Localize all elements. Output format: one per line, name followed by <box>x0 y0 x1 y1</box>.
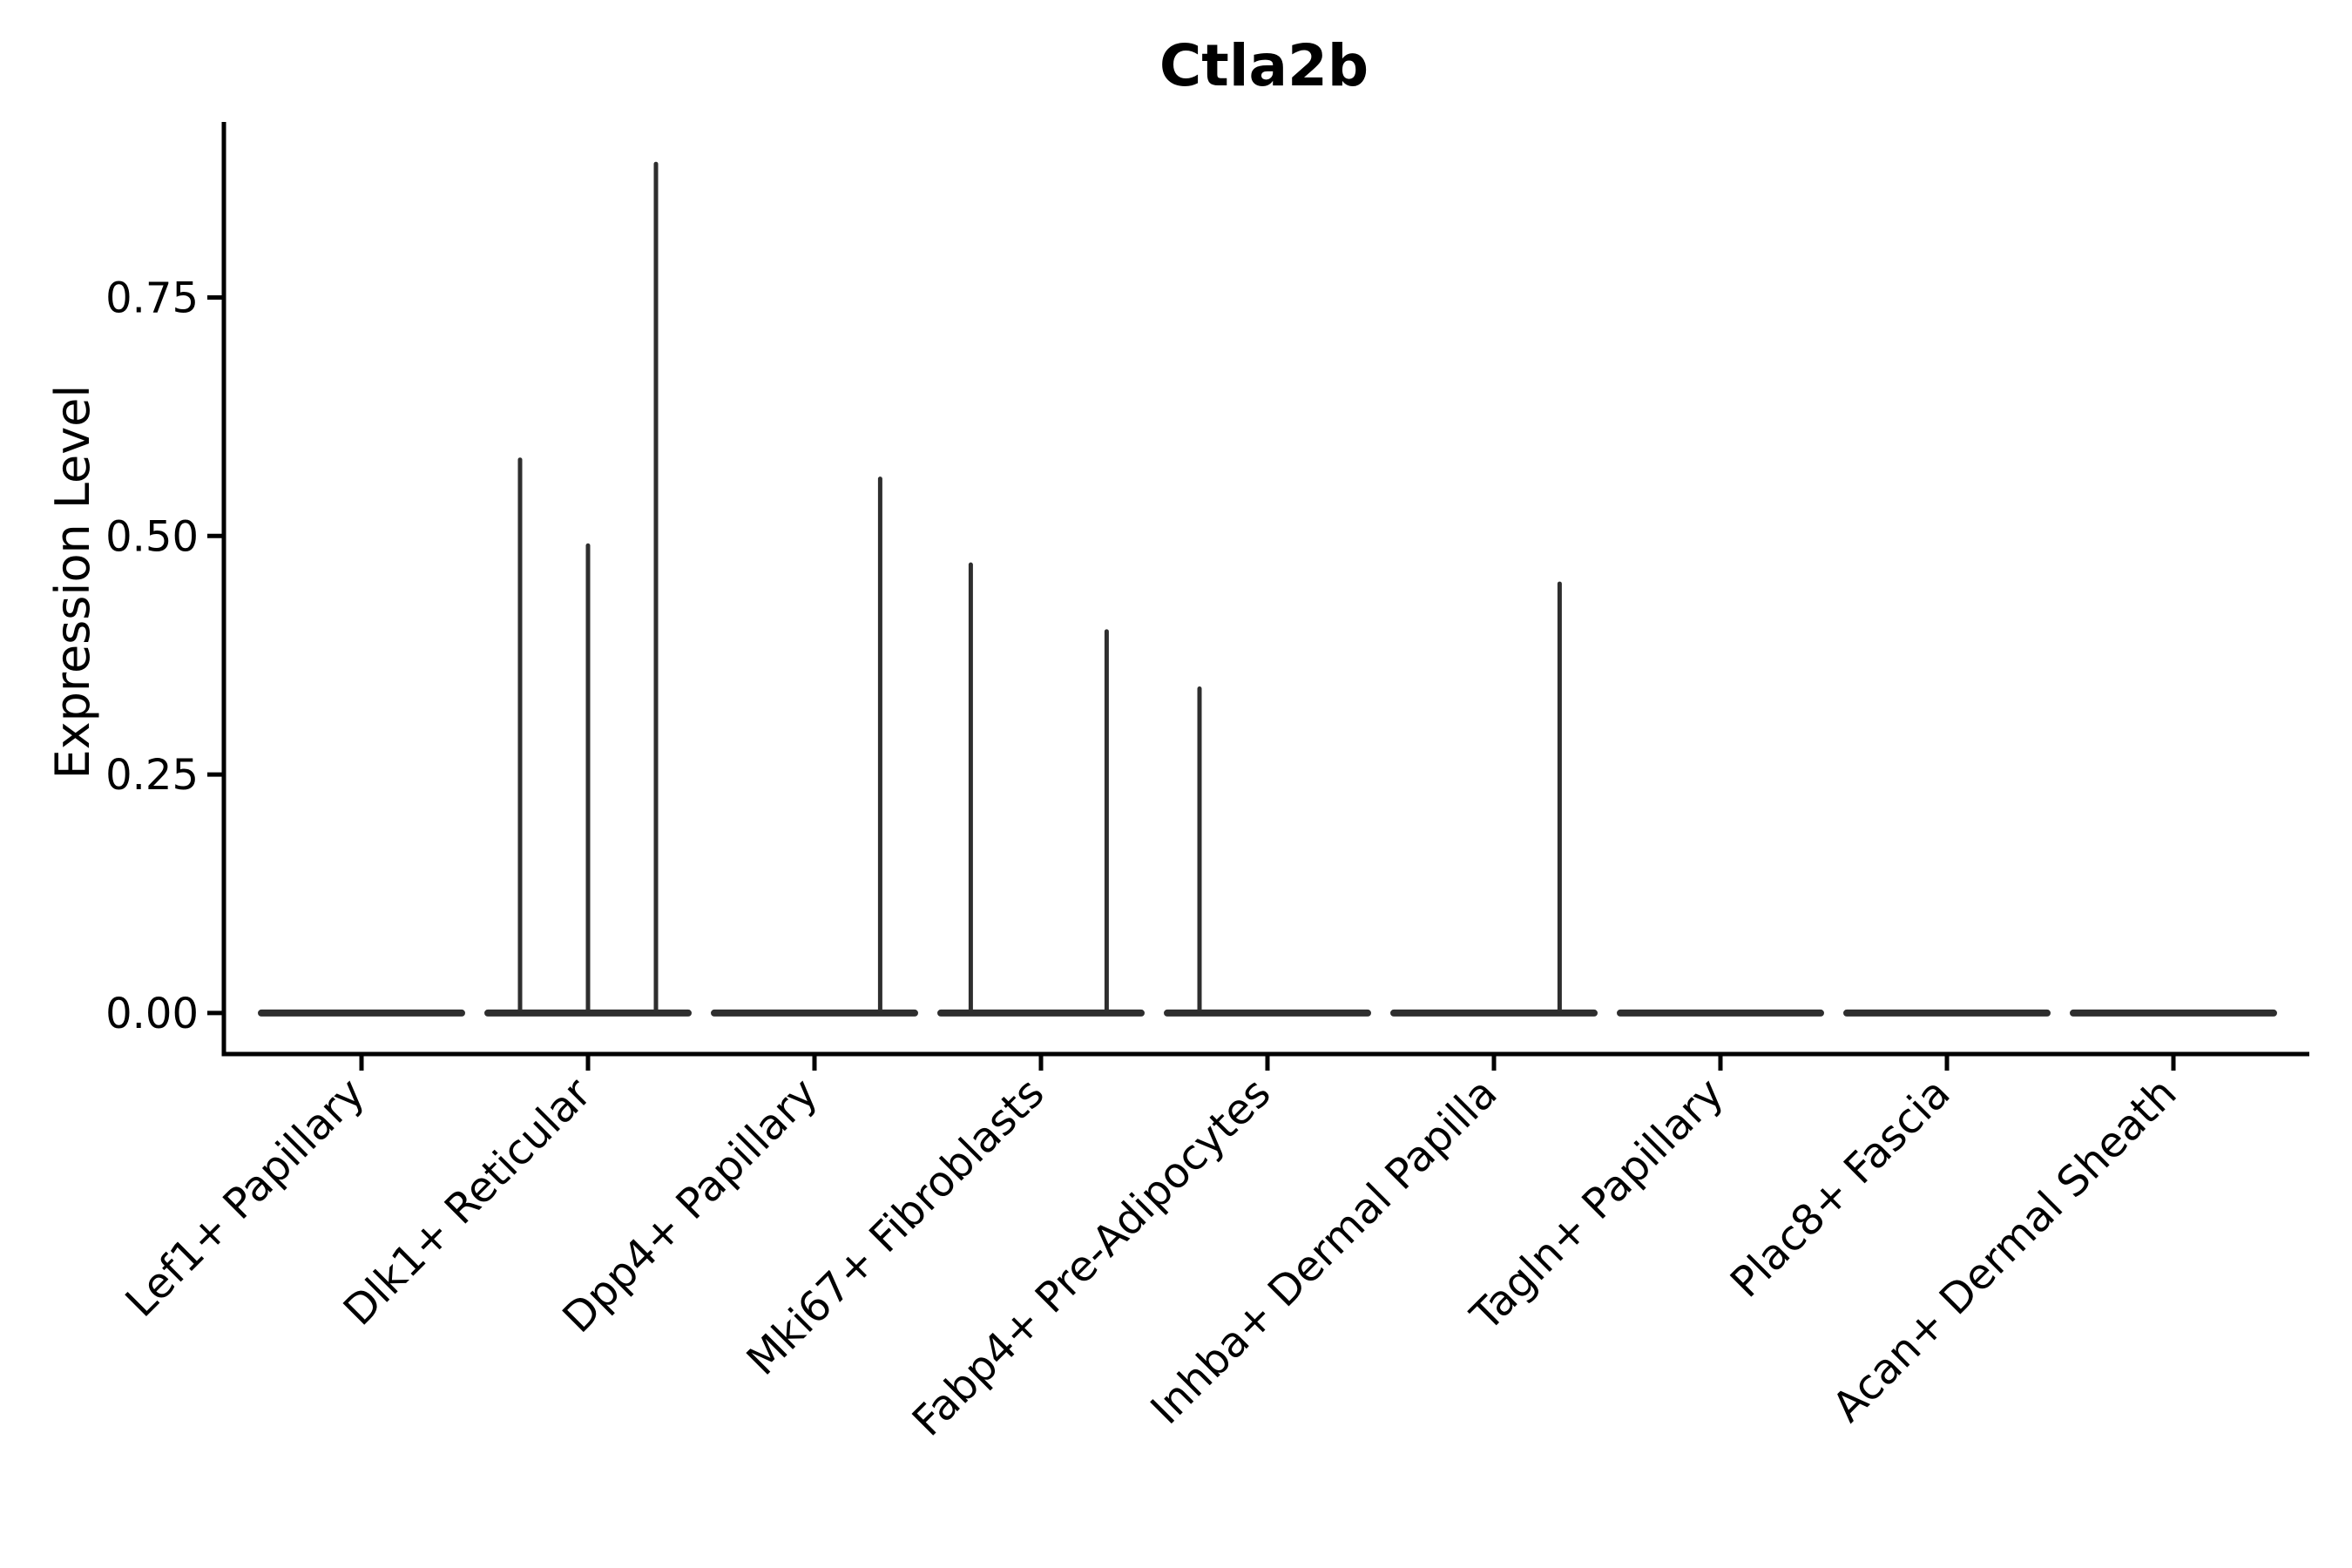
x-tick-label: Tagln+ Papillary <box>1461 1069 1733 1341</box>
violin-body <box>2070 1009 2277 1017</box>
y-tick-label: 0.25 <box>105 751 199 800</box>
y-tick-label: 0.50 <box>105 512 199 561</box>
x-tick-label: Dlk1+ Reticular <box>335 1069 601 1335</box>
violin-body <box>1390 1009 1598 1017</box>
x-tick-label: Lef1+ Papillary <box>117 1069 375 1327</box>
y-tick-label: 0.75 <box>105 274 199 323</box>
violin-body <box>937 1009 1145 1017</box>
y-axis-label: Expression Level <box>45 385 100 780</box>
violins <box>258 161 2277 1017</box>
violin-body <box>258 1009 465 1017</box>
x-tick-label: Plac8+ Fascia <box>1721 1069 1960 1308</box>
violin-body <box>1843 1009 2051 1017</box>
x-tick-label: Fabp4+ Pre-Adipocytes <box>903 1069 1281 1446</box>
y-tick-label: 0.00 <box>105 990 199 1038</box>
plot-title: Ctla2b <box>1159 32 1369 99</box>
violin-body <box>1617 1009 1824 1017</box>
violin-body <box>711 1009 918 1017</box>
violin-body <box>1164 1009 1371 1017</box>
